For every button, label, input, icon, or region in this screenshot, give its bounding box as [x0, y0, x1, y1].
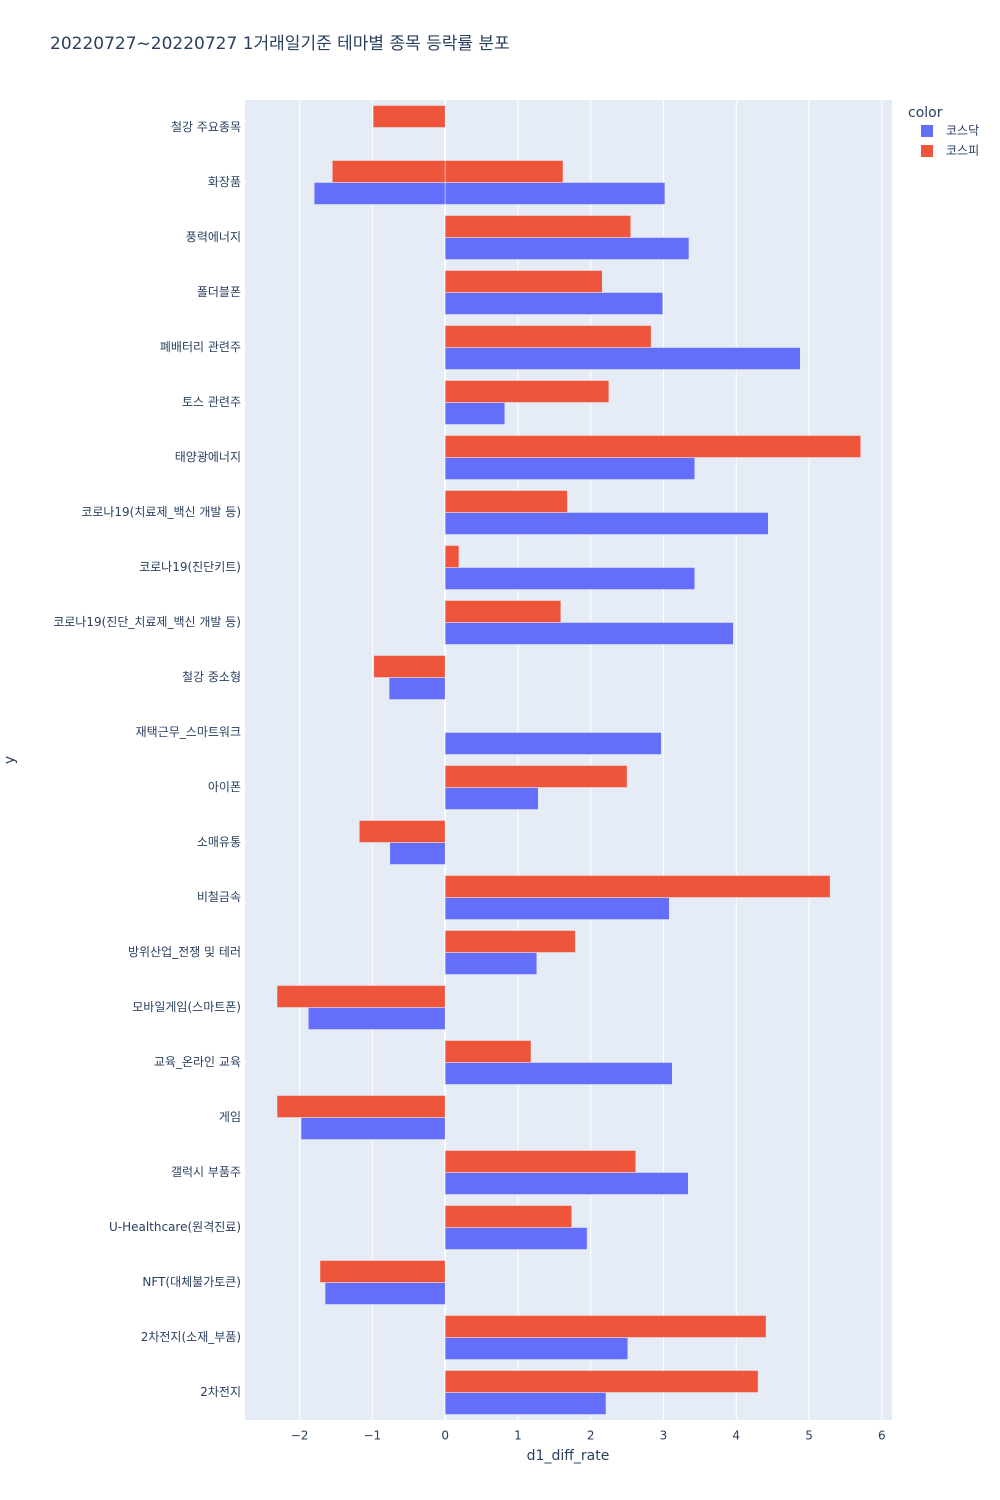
y-tick-label: 2차전지: [200, 1385, 241, 1399]
y-tick-label: 소매유통: [197, 835, 241, 849]
y-tick-label: 코로나19(진단_치료제_백신 개발 등): [53, 615, 241, 629]
bar: [444, 402, 506, 425]
bar: [389, 842, 446, 865]
bar: [373, 655, 446, 678]
bar: [444, 732, 662, 755]
bar: [444, 292, 663, 315]
y-tick-label: 철강 주요종목: [171, 120, 241, 134]
x-tick-label: 3: [660, 1429, 668, 1443]
x-tick-label: 0: [441, 1429, 449, 1443]
bar: [444, 160, 564, 183]
bar: [444, 1150, 637, 1173]
y-tick-label: NFT(대체불가토큰): [142, 1275, 241, 1289]
y-tick-label: 2차전지(소재_부품): [141, 1330, 241, 1344]
bar: [388, 677, 446, 700]
y-tick-label: 모바일게임(스마트폰): [132, 1000, 241, 1014]
x-tick-label: 6: [878, 1429, 886, 1443]
x-tick-label: −2: [291, 1429, 309, 1443]
y-tick-label: 토스 관련주: [182, 395, 241, 409]
y-tick-label: 폴더블폰: [197, 285, 241, 299]
bar: [313, 182, 446, 205]
bar: [444, 182, 666, 205]
x-tick-label: 2: [587, 1429, 595, 1443]
y-tick-label: 코로나19(진단키트): [139, 560, 241, 574]
y-tick-label: U-Healthcare(원격진료): [109, 1220, 241, 1234]
y-tick-label: 코로나19(치료제_백신 개발 등): [81, 505, 241, 519]
y-tick-label: 풍력에너지: [186, 230, 241, 244]
bar: [332, 160, 446, 183]
x-tick-label: 1: [514, 1429, 522, 1443]
y-tick-label: 철강 중소형: [182, 670, 241, 684]
x-tick-label: 5: [805, 1429, 813, 1443]
bar: [444, 875, 831, 898]
bar: [444, 1040, 532, 1063]
bar: [444, 622, 734, 645]
bar: [444, 787, 539, 810]
bar: [444, 765, 628, 788]
bar: [372, 105, 446, 128]
bar: [444, 237, 690, 260]
y-tick-label: 폐배터리 관련주: [160, 340, 241, 354]
bar: [319, 1260, 446, 1283]
legend-label: 코스닥: [946, 124, 979, 138]
legend-title: color: [908, 105, 943, 121]
bar: [276, 1095, 446, 1118]
y-tick-label: 갤럭시 부품주: [171, 1165, 241, 1179]
bar: [444, 897, 670, 920]
x-tick-label: 4: [732, 1429, 740, 1443]
bar: [444, 930, 576, 953]
bar: [444, 567, 696, 590]
bar: [444, 490, 568, 513]
bar: [444, 347, 801, 370]
bar: [444, 457, 696, 480]
bar: [444, 270, 603, 293]
legend-label: 코스피: [946, 144, 979, 158]
y-tick-label: 교육_온라인 교육: [154, 1055, 241, 1069]
y-axis-title: y: [2, 756, 18, 764]
bar: [444, 1370, 759, 1393]
bar: [444, 380, 610, 403]
bar: [444, 1227, 588, 1250]
y-tick-label: 게임: [219, 1110, 241, 1124]
x-tick-label: −1: [364, 1429, 382, 1443]
bar: [444, 512, 769, 535]
legend-swatch: [921, 145, 933, 157]
chart-title: 20220727~20220727 1거래일기준 테마별 종목 등락률 분포: [50, 34, 510, 54]
bar: [444, 1172, 689, 1195]
y-tick-label: 방위산업_전쟁 및 테러: [128, 945, 241, 959]
bar: [444, 952, 538, 975]
bar: [276, 985, 446, 1008]
bar: [359, 820, 446, 843]
plot-area: [245, 100, 892, 1420]
bar: [300, 1117, 446, 1140]
bar: [444, 1205, 573, 1228]
bar: [444, 325, 652, 348]
bar: [444, 600, 562, 623]
bar: [444, 215, 631, 238]
y-tick-label: 화장품: [208, 175, 241, 189]
y-tick-label: 아이폰: [208, 780, 241, 794]
bar: [444, 435, 861, 458]
bar: [308, 1007, 446, 1030]
bar: [324, 1282, 446, 1305]
y-tick-label: 재택근무_스마트워크: [136, 725, 241, 739]
y-tick-label: 태양광에너지: [175, 450, 241, 464]
y-tick-label: 비철금속: [197, 890, 241, 904]
bar: [444, 545, 460, 568]
bar: [444, 1337, 629, 1360]
bar: [444, 1315, 767, 1338]
legend-swatch: [921, 125, 933, 137]
x-axis-title: d1_diff_rate: [527, 1448, 610, 1464]
bar: [444, 1392, 607, 1415]
bar: [444, 1062, 673, 1085]
